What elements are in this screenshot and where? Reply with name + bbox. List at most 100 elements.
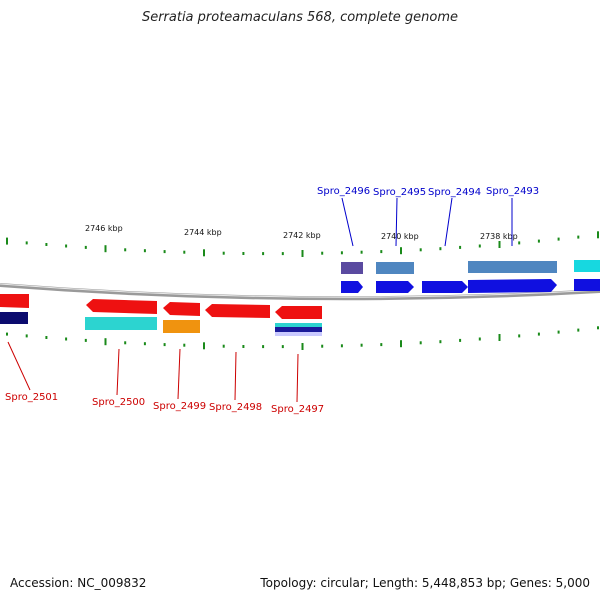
scale-label-2744: 2744 kbp: [184, 228, 222, 237]
minor-tick: [25, 241, 28, 245]
gene-label-spro-2501[interactable]: Spro_2501: [5, 392, 58, 403]
genome-backbone: [0, 283, 600, 301]
minor-tick: [439, 340, 442, 344]
minor-tick: [281, 345, 284, 349]
minor-tick: [163, 343, 166, 347]
lower-tick-row: [6, 326, 599, 350]
gene-label-spro-2494[interactable]: Spro_2494: [428, 187, 481, 198]
minor-tick: [183, 250, 186, 254]
minor-tick: [577, 235, 580, 239]
minor-tick: [6, 332, 8, 336]
minor-tick: [183, 343, 186, 347]
gene-arrow-spro-2496[interactable]: [341, 281, 363, 293]
gene-box-spro-2499[interactable]: [163, 320, 200, 333]
minor-tick: [419, 248, 422, 252]
gene-arrow-spro-2494[interactable]: [422, 281, 468, 293]
gene-box-spro-2500[interactable]: [85, 317, 157, 330]
gene-arrow-spro-2501[interactable]: [0, 294, 29, 308]
minor-tick: [478, 337, 481, 341]
minor-tick: [557, 237, 560, 241]
major-tick: [498, 241, 501, 248]
minor-tick: [577, 328, 580, 332]
label-connectors: [7, 197, 513, 403]
gene-label-spro-2500[interactable]: Spro_2500: [92, 397, 145, 408]
scale-label-2742: 2742 kbp: [283, 231, 321, 240]
gene-box-next[interactable]: [574, 260, 600, 272]
minor-tick: [537, 239, 540, 243]
gene-box-spro-2496[interactable]: [341, 262, 363, 274]
gene-label-spro-2495[interactable]: Spro_2495: [373, 187, 426, 198]
minor-tick: [163, 250, 166, 254]
gene-label-spro-2496[interactable]: Spro_2496: [317, 186, 370, 197]
minor-tick: [518, 334, 521, 338]
gene-box-spro-2493[interactable]: [468, 261, 557, 273]
minor-tick: [242, 252, 245, 255]
major-tick: [498, 334, 501, 341]
major-tick: [400, 340, 402, 348]
gene-arrow-spro-2495[interactable]: [376, 281, 414, 293]
major-tick: [203, 342, 205, 350]
scale-label-2740: 2740 kbp: [381, 232, 419, 241]
gene-arrow-spro-2500[interactable]: [86, 299, 157, 314]
minor-tick: [557, 330, 560, 334]
gene-box-spro-2495[interactable]: [376, 262, 414, 274]
minor-tick: [459, 245, 462, 249]
gene-box-spro-2501[interactable]: [0, 312, 28, 324]
gene-arrow-spro-2498[interactable]: [205, 304, 270, 318]
minor-tick: [65, 337, 68, 341]
gene-arrow-next[interactable]: [574, 279, 600, 291]
scale-label-2738: 2738 kbp: [480, 232, 518, 241]
minor-tick: [478, 244, 481, 248]
minor-tick: [143, 249, 146, 253]
minor-tick: [84, 338, 87, 342]
minor-tick: [360, 250, 363, 254]
scale-label-2746: 2746 kbp: [85, 224, 123, 233]
major-tick: [301, 343, 304, 350]
major-tick: [400, 247, 402, 255]
minor-tick: [262, 345, 265, 349]
major-tick: [6, 237, 8, 245]
topology-summary: Topology: circular; Length: 5,448,853 bp…: [260, 576, 590, 590]
gene-arrow-spro-2499[interactable]: [163, 302, 200, 316]
forward-strand-track: [341, 260, 600, 293]
minor-tick: [419, 341, 422, 345]
minor-tick: [45, 243, 48, 246]
major-tick: [203, 249, 205, 257]
gene-label-spro-2499[interactable]: Spro_2499: [153, 401, 206, 412]
gene-arrow-spro-2497[interactable]: [275, 306, 322, 319]
minor-tick: [597, 326, 599, 330]
major-tick: [597, 231, 599, 239]
minor-tick: [65, 244, 68, 248]
major-tick: [104, 338, 107, 346]
reverse-strand-track: [0, 294, 322, 336]
minor-tick: [222, 344, 225, 348]
minor-tick: [321, 251, 324, 255]
minor-tick: [124, 341, 127, 345]
minor-tick: [242, 345, 245, 348]
gene-arrow-spro-2493[interactable]: [468, 279, 557, 293]
minor-tick: [459, 338, 462, 342]
minor-tick: [84, 245, 87, 249]
gene-label-spro-2493[interactable]: Spro_2493: [486, 186, 539, 197]
gene-label-spro-2497[interactable]: Spro_2497: [271, 404, 324, 415]
accession-text: Accession: NC_009832: [10, 576, 147, 590]
minor-tick: [222, 251, 225, 255]
minor-tick: [45, 336, 48, 339]
minor-tick: [360, 343, 363, 347]
minor-tick: [537, 332, 540, 336]
minor-tick: [380, 250, 383, 254]
minor-tick: [340, 251, 343, 255]
minor-tick: [439, 247, 442, 251]
major-tick: [301, 250, 304, 257]
genome-backbone-highlight: [0, 283, 600, 298]
minor-tick: [321, 344, 324, 348]
minor-tick: [281, 252, 284, 256]
upper-tick-row: [6, 231, 599, 257]
minor-tick: [124, 248, 127, 252]
minor-tick: [518, 241, 521, 245]
gene-box-spro-2497[interactable]: [275, 323, 322, 336]
minor-tick: [143, 342, 146, 346]
gene-label-spro-2498[interactable]: Spro_2498: [209, 402, 262, 413]
